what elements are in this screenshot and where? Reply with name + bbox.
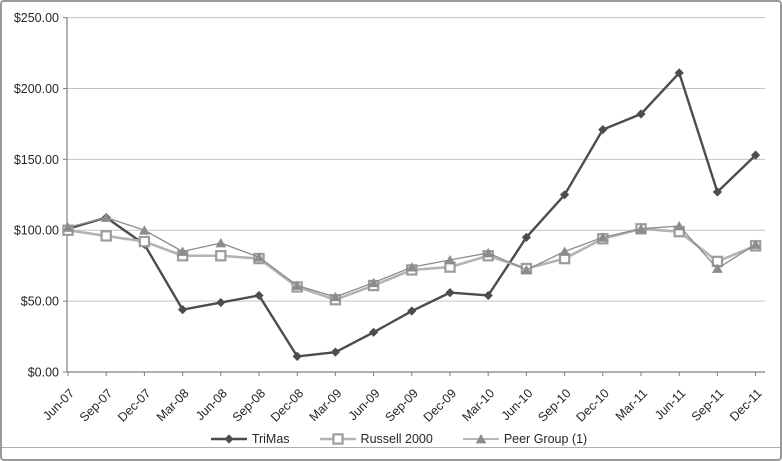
svg-text:$100.00: $100.00 (14, 224, 59, 238)
svg-text:Dec-11: Dec-11 (727, 386, 765, 424)
chart-legend: TriMas Russell 2000 Peer Group (1) (2, 429, 780, 449)
svg-text:Mar-10: Mar-10 (459, 386, 497, 424)
svg-text:$50.00: $50.00 (21, 295, 59, 309)
svg-text:Dec-09: Dec-09 (421, 386, 459, 424)
svg-text:Jun-07: Jun-07 (40, 386, 77, 423)
svg-text:$250.00: $250.00 (14, 11, 59, 25)
svg-text:Sep-10: Sep-10 (535, 386, 573, 424)
svg-text:Sep-11: Sep-11 (689, 386, 727, 424)
legend-label-trimas: TriMas (251, 432, 290, 446)
svg-text:Mar-09: Mar-09 (307, 386, 345, 424)
svg-text:Mar-11: Mar-11 (613, 386, 650, 423)
legend-label-russell-2000: Russell 2000 (360, 432, 433, 446)
peer-group-triangle-marker-icon (462, 434, 499, 444)
svg-text:Sep-08: Sep-08 (230, 386, 268, 424)
svg-text:$200.00: $200.00 (14, 82, 59, 96)
plot-area: $0.00 $50.00 $100.00 $150.00 $200.00 $250.00 J… (14, 11, 765, 425)
svg-text:Sep-07: Sep-07 (77, 386, 115, 424)
svg-text:Sep-09: Sep-09 (383, 386, 421, 424)
svg-text:$0.00: $0.00 (28, 366, 59, 380)
russell-square-marker-icon (319, 433, 356, 445)
svg-text:$150.00: $150.00 (14, 153, 59, 167)
svg-text:Dec-10: Dec-10 (574, 386, 612, 424)
legend-label-peer-group: Peer Group (1) (503, 432, 588, 446)
svg-text:Dec-07: Dec-07 (115, 386, 153, 424)
svg-text:Jun-08: Jun-08 (193, 386, 230, 423)
svg-text:Jun-09: Jun-09 (346, 386, 383, 423)
trimas-diamond-marker-icon (210, 434, 247, 444)
svg-text:Mar-08: Mar-08 (154, 386, 192, 424)
legend-item-russell-2000: Russell 2000 (319, 432, 433, 446)
chart-frame-bottom-rule (2, 447, 780, 448)
legend-item-peer-group: Peer Group (1) (462, 432, 588, 446)
svg-text:Jun-11: Jun-11 (652, 386, 688, 422)
legend-item-trimas: TriMas (210, 432, 290, 446)
svg-text:Jun-10: Jun-10 (499, 386, 536, 423)
svg-text:Dec-08: Dec-08 (268, 386, 306, 424)
